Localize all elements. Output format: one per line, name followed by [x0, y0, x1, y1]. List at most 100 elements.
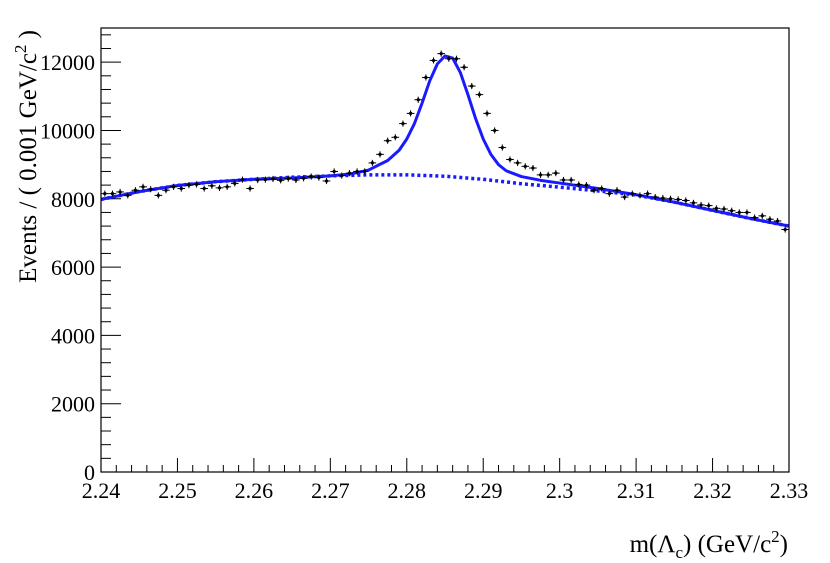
data-point [475, 91, 484, 98]
x-axis-title-prefix: m(Λ [630, 531, 676, 558]
data-point [643, 190, 652, 197]
data-point [773, 217, 782, 225]
data-point [238, 176, 247, 183]
data-point-marker [409, 111, 413, 115]
data-point [429, 57, 438, 64]
data-point-marker [546, 173, 550, 177]
data-point-marker [577, 182, 581, 187]
data-point-marker [217, 186, 222, 190]
data-point [697, 201, 705, 208]
data-point-marker [470, 84, 474, 88]
data-point-marker [332, 169, 336, 174]
data-point-marker [431, 58, 436, 63]
data-point-marker [103, 192, 107, 196]
data-point [269, 175, 277, 183]
data-point [574, 181, 583, 188]
x-axis-title-suffix: ) [780, 531, 788, 558]
data-point-marker [187, 183, 191, 187]
y-tick-label: 12000 [40, 50, 95, 75]
data-point [406, 110, 415, 117]
data-point [131, 187, 140, 194]
data-point-marker [516, 161, 520, 165]
data-point [292, 176, 300, 184]
data-point-marker [286, 177, 290, 181]
data-point [383, 137, 392, 144]
data-point [544, 171, 553, 178]
data-point-marker [783, 227, 787, 232]
frame-layer [100, 27, 790, 473]
data-point [743, 209, 751, 216]
data-point [337, 172, 346, 179]
data-point-marker [722, 207, 726, 211]
data-point [636, 192, 644, 199]
data-point [567, 176, 575, 184]
data-point [704, 202, 713, 209]
data-point-marker [737, 210, 741, 215]
data-point [391, 134, 400, 141]
x-tick-label: 2.25 [158, 478, 197, 503]
data-point-marker [584, 183, 589, 187]
data-point [681, 197, 690, 204]
data-point [620, 193, 629, 201]
data-point [506, 156, 514, 163]
data-point [490, 127, 499, 134]
data-point-marker [592, 188, 596, 192]
y-axis-title: Events / ( 0.001 GeV/c2 ) [11, 30, 42, 283]
data-point-marker [370, 161, 374, 165]
data-point [529, 164, 537, 172]
data-point-marker [347, 171, 352, 175]
data-point [651, 193, 660, 201]
data-point-marker [378, 152, 382, 156]
data-point [185, 182, 193, 189]
data-point-marker [775, 219, 780, 223]
data-point [253, 176, 262, 184]
data-point-marker [324, 179, 329, 183]
data-point [666, 195, 675, 202]
data-point [200, 185, 209, 192]
x-tick-label: 2.33 [770, 478, 809, 503]
data-point-marker [615, 188, 619, 192]
data-point-marker [248, 186, 252, 191]
x-tick-label: 2.28 [388, 478, 427, 503]
data-point [437, 50, 445, 57]
data-point [513, 159, 522, 166]
data-point [307, 173, 316, 180]
data-point [521, 163, 530, 170]
data-point [154, 192, 163, 199]
data-point [169, 183, 178, 190]
data-point-marker [141, 185, 145, 189]
data-point [208, 182, 216, 189]
data-point-marker [462, 65, 466, 69]
data-point [467, 82, 476, 90]
data-point-marker [630, 192, 634, 196]
x-tick-label: 2.26 [235, 478, 274, 503]
data-point-marker [569, 178, 573, 182]
y-tick-label: 0 [84, 460, 95, 485]
data-point [330, 168, 338, 175]
data-point-marker [263, 178, 267, 182]
data-point-marker [393, 135, 397, 139]
data-point-marker [561, 178, 566, 182]
data-point [735, 209, 744, 216]
data-point [445, 55, 453, 62]
y-tick-label: 4000 [51, 323, 95, 348]
data-point [108, 190, 117, 197]
data-point-marker [416, 98, 420, 102]
data-point [376, 151, 384, 158]
data-point-marker [477, 93, 481, 97]
data-point-marker [149, 187, 153, 191]
data-point-marker [760, 214, 764, 218]
data-point-marker [172, 185, 176, 189]
data-point-marker [118, 190, 122, 194]
data-point [628, 190, 637, 197]
data-point-marker [684, 198, 688, 203]
data-point [276, 177, 285, 184]
data-point-marker [256, 178, 260, 182]
data-point-marker [500, 145, 504, 150]
data-point [368, 159, 377, 166]
y-axis-title-suffix: ) [15, 30, 42, 45]
data-point [101, 190, 109, 197]
data-point-marker [730, 209, 734, 213]
data-point-marker [363, 169, 367, 174]
data-point-marker [508, 157, 512, 162]
